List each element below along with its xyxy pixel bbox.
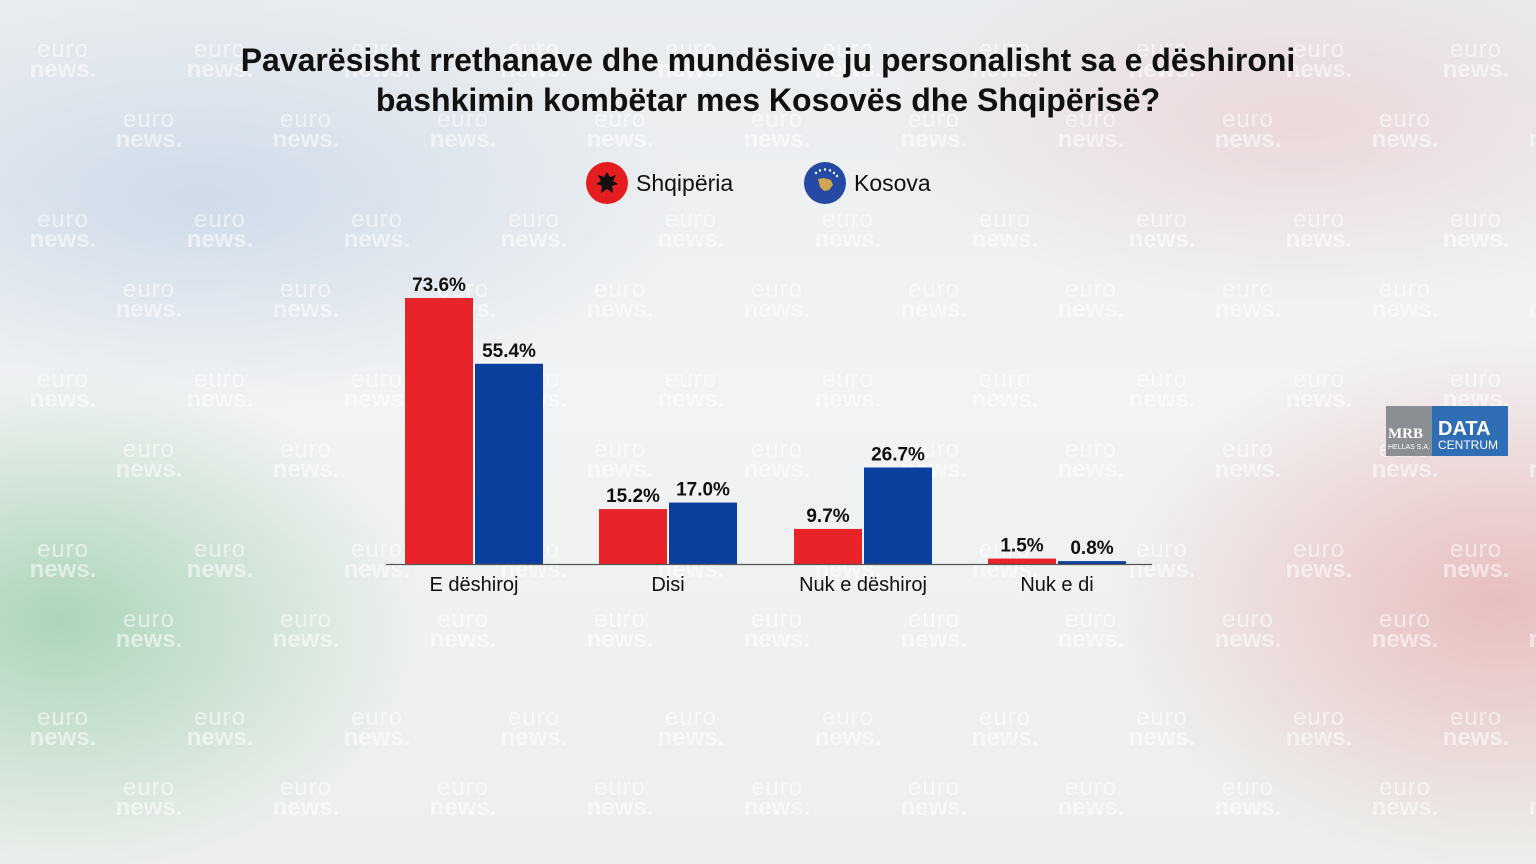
category-label: E dëshiroj (430, 574, 519, 596)
data-label: 26.7% (871, 445, 925, 466)
mrb-logo-text: MRB (1388, 426, 1423, 442)
chart-title: Pavarësisht rrethanave dhe mundësive ju … (0, 40, 1536, 120)
category-label: Nuk e dëshiroj (799, 574, 927, 596)
kosovo-flag-icon (804, 162, 846, 204)
datacentrum-logo: DATA CENTRUM (1432, 406, 1508, 456)
bar-kosova (669, 502, 737, 564)
chart-title-line2: bashkimin kombëtar mes Kosovës dhe Shqip… (375, 82, 1161, 118)
mrb-logo: MRB HELLAS S.A. (1386, 406, 1432, 456)
legend-item-shqiperia: Shqipëria (586, 162, 733, 204)
datacentrum-logo-data: DATA (1438, 418, 1491, 440)
bar-shqiperia (405, 298, 473, 564)
chart-legend: Shqipëria Kosova (0, 162, 1536, 206)
category-label: Disi (651, 574, 684, 596)
data-label: 9.7% (806, 506, 849, 527)
mrb-datacentrum-logo: MRB HELLAS S.A. DATA CENTRUM (1386, 406, 1508, 456)
bar-kosova (475, 363, 543, 564)
data-label: 55.4% (482, 341, 536, 362)
legend-label-shqiperia: Shqipëria (636, 169, 734, 196)
data-label: 0.8% (1070, 538, 1113, 559)
chart-title-line1: Pavarësisht rrethanave dhe mundësive ju … (240, 42, 1296, 78)
category-label: Nuk e di (1020, 574, 1093, 596)
legend-item-kosova: Kosova (804, 162, 931, 204)
bar-kosova (864, 467, 932, 564)
bar-shqiperia (988, 558, 1056, 564)
data-label: 1.5% (1000, 536, 1043, 557)
bar-shqiperia (794, 528, 862, 564)
data-label: 15.2% (606, 486, 660, 507)
datacentrum-logo-centrum: CENTRUM (1438, 438, 1498, 452)
bar-kosova (1058, 561, 1126, 564)
mrb-logo-subtext: HELLAS S.A. (1388, 444, 1431, 451)
data-label: 17.0% (676, 480, 730, 501)
albania-flag-icon (586, 162, 628, 204)
legend-label-kosova: Kosova (854, 169, 931, 196)
bar-shqiperia (599, 509, 667, 564)
data-label: 73.6% (412, 275, 466, 296)
